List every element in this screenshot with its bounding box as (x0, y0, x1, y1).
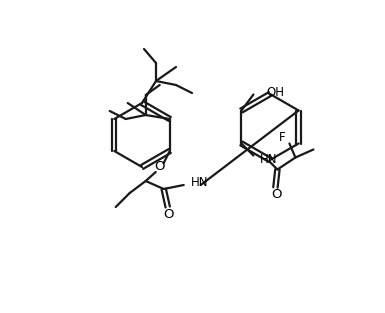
Text: HN: HN (191, 177, 208, 189)
Text: OH: OH (266, 86, 285, 99)
Text: O: O (271, 188, 282, 201)
Text: O: O (154, 161, 165, 173)
Text: F: F (279, 131, 286, 144)
Text: O: O (164, 208, 174, 220)
Text: HN: HN (259, 153, 277, 166)
